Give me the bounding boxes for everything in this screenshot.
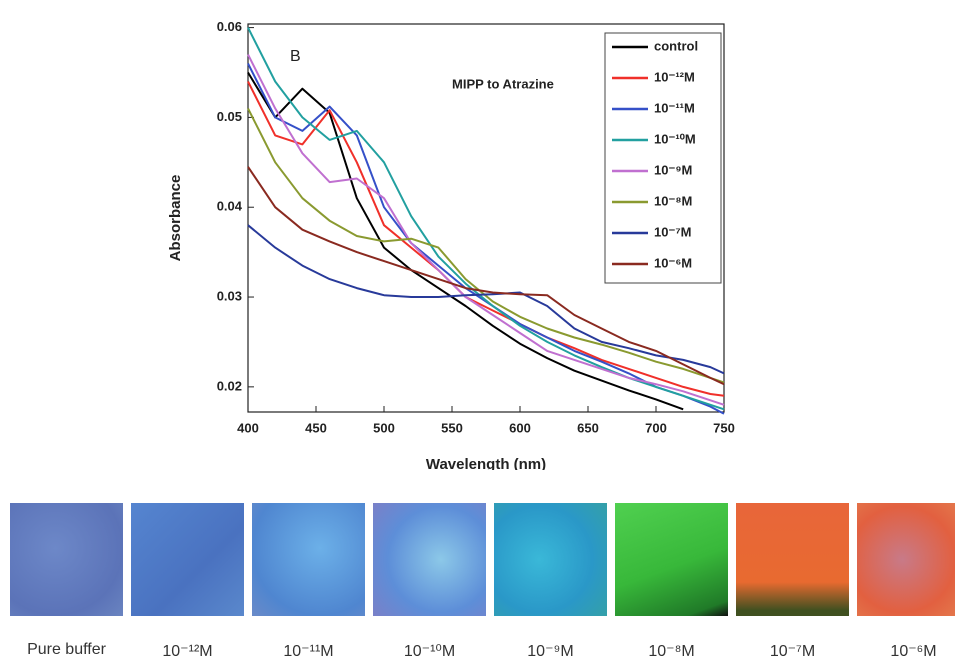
panel-label: Pure buffer <box>27 641 106 658</box>
legend-label: 10⁻⁸M <box>654 193 692 208</box>
color-panel <box>373 503 486 616</box>
y-tick-label: 0.05 <box>217 109 242 124</box>
legend-label: 10⁻⁶M <box>654 255 692 270</box>
panel-label: 10⁻¹²M <box>162 643 213 660</box>
y-tick-label: 0.06 <box>217 19 242 34</box>
series-line <box>247 71 684 411</box>
x-axis-label: Wavelength (nm) <box>426 456 546 470</box>
annotation: MIPP to Atrazine <box>452 76 554 91</box>
annotation: B <box>290 48 301 65</box>
x-tick-label: 500 <box>373 420 395 435</box>
series-line <box>247 81 725 397</box>
y-tick-label: 0.04 <box>217 199 243 214</box>
color-panel <box>10 503 123 616</box>
panel-label: 10⁻⁶M <box>890 643 937 660</box>
color-panel <box>131 503 244 616</box>
legend-label: 10⁻⁷M <box>654 224 692 239</box>
series-line <box>247 224 725 375</box>
x-tick-label: 600 <box>509 420 531 435</box>
legend-label: 10⁻¹¹M <box>654 100 695 115</box>
y-tick-label: 0.03 <box>217 288 242 303</box>
x-tick-label: 450 <box>305 420 327 435</box>
panel-label: 10⁻⁹M <box>527 643 574 660</box>
x-tick-label: 700 <box>645 420 667 435</box>
color-panel <box>857 503 955 616</box>
panel-label: 10⁻⁸M <box>648 643 695 660</box>
series-line <box>247 166 725 386</box>
color-panel <box>494 503 607 616</box>
color-panel <box>615 503 728 616</box>
panel-label: 10⁻¹⁰M <box>403 643 456 660</box>
series-line <box>247 107 725 384</box>
y-tick-label: 0.02 <box>217 378 242 393</box>
panel-label: 10⁻⁷M <box>769 643 816 660</box>
color-panel <box>252 503 365 616</box>
color-panel <box>736 503 849 616</box>
chart: B MIPP to Atrazine Wavelength (nm) Absor… <box>167 19 735 470</box>
legend-label: control <box>654 38 698 53</box>
plot-frame <box>247 23 725 413</box>
series-line <box>247 27 725 411</box>
legend-box <box>604 32 722 284</box>
legend-label: 10⁻¹²M <box>654 69 695 84</box>
x-tick-label: 650 <box>577 420 599 435</box>
series-line <box>247 54 725 406</box>
y-axis-label: Absorbance <box>167 175 184 262</box>
legend-label: 10⁻¹⁰M <box>654 131 696 146</box>
legend-label: 10⁻⁹M <box>654 162 692 177</box>
x-tick-label: 550 <box>441 420 463 435</box>
x-tick-label: 750 <box>713 420 735 435</box>
x-tick-label: 400 <box>237 420 259 435</box>
panel-label: 10⁻¹¹M <box>283 643 334 660</box>
